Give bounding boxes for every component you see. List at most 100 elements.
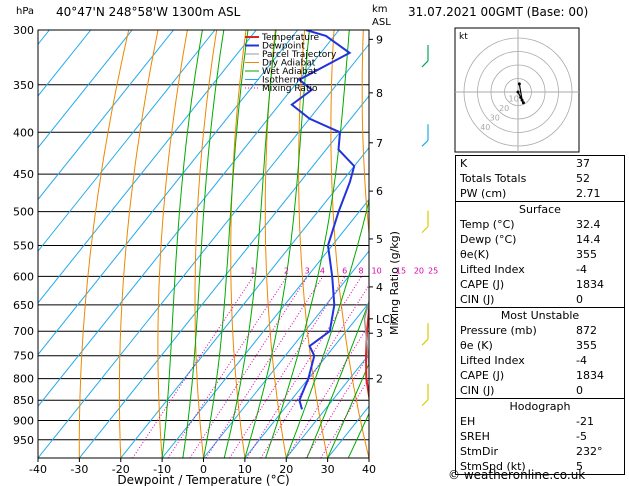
index-row: K 37 — [456, 156, 624, 171]
surface-label: θe(K) — [460, 248, 490, 261]
surface-row: Lifted Index -4 — [456, 262, 624, 277]
pressure-tick-label: 550 — [13, 239, 34, 252]
hodograph-value: 232° — [576, 445, 603, 458]
isotherm-line — [120, 146, 369, 458]
temperature-tick-label: -10 — [153, 463, 171, 476]
hodograph-point — [517, 82, 521, 86]
isotherm-line — [38, 30, 174, 201]
most-unstable-label: θe (K) — [460, 339, 493, 352]
hodograph-value: 5 — [576, 460, 583, 473]
pressure-tick-label: 750 — [13, 350, 34, 363]
wet-adiabat-line — [285, 198, 369, 458]
most-unstable-row: θe (K) 355 — [456, 338, 624, 353]
dry-adiabat-line — [393, 30, 452, 458]
hodograph-point — [519, 95, 523, 99]
surface-value: 0 — [576, 293, 583, 306]
isotherm-line — [161, 198, 369, 458]
dry-adiabat-line — [264, 30, 287, 458]
legend-label: Wet Adiabat — [262, 67, 317, 77]
temperature-profile — [364, 301, 369, 401]
index-row: PW (cm) 2.71 — [456, 186, 624, 201]
index-label: Totals Totals — [460, 172, 527, 185]
temperature-tick-label: 20 — [279, 463, 293, 476]
most-unstable-title: Most Unstable — [500, 309, 580, 322]
isotherm-line — [38, 30, 299, 356]
dry-adiabat-line — [157, 30, 188, 458]
dry-adiabat-line — [78, 30, 130, 458]
mixing-ratio-line — [260, 284, 369, 458]
most-unstable-value: 872 — [576, 324, 597, 337]
credit-text: © weatheronline.co.uk — [448, 468, 586, 482]
datetime-title: 31.07.2021 00GMT (Base: 00) — [408, 5, 589, 19]
most-unstable-value: -4 — [576, 354, 587, 367]
isotherm-line — [38, 30, 340, 408]
hodograph-ring-label: 30 — [490, 113, 500, 122]
isotherm-line — [38, 43, 369, 458]
most-unstable-value: 355 — [576, 339, 597, 352]
parcel-trajectory — [363, 298, 369, 373]
hodograph-unit: kt — [459, 32, 468, 42]
hodograph-label: StmDir — [460, 445, 499, 458]
plot-frame — [37, 29, 370, 459]
temperature-tick-label: 30 — [321, 463, 335, 476]
legend-label: Parcel Trajectory — [262, 50, 337, 60]
surface-title: Surface — [519, 203, 561, 216]
hodograph-ring-label: 10 — [509, 94, 519, 103]
y-axis-title: hPa — [16, 6, 34, 17]
mixing-ratio-line — [246, 276, 362, 458]
most-unstable-row: CAPE (J) 1834 — [456, 368, 624, 383]
hodograph-label: SREH — [460, 430, 490, 443]
surface-section: Surface Temp (°C) 32.4 Dewp (°C) 14.4 θe(K) 3… — [456, 201, 624, 307]
hodograph-point — [516, 90, 520, 94]
index-value: 52 — [576, 172, 590, 185]
mixing-ratio-tick-label: 2 — [284, 266, 289, 275]
wind-barb — [421, 338, 429, 346]
most-unstable-label: CIN (J) — [460, 384, 495, 397]
wind-barb — [421, 60, 429, 68]
most-unstable-value: 0 — [576, 384, 583, 397]
most-unstable-row: Pressure (mb) 872 — [456, 323, 624, 338]
hodograph-row: StmSpd (kt) 5 — [456, 459, 624, 474]
legend-label: Temperature — [261, 33, 319, 43]
index-value: 37 — [576, 157, 590, 170]
most-unstable-label: CAPE (J) — [460, 369, 505, 382]
hodograph-row: SREH -5 — [456, 429, 624, 444]
surface-row: CIN (J) 0 — [456, 292, 624, 307]
pressure-tick-label: 500 — [13, 206, 34, 219]
pressure-tick-label: 850 — [13, 394, 34, 407]
hodograph-value: -5 — [576, 430, 587, 443]
surface-value: 14.4 — [576, 233, 601, 246]
hodograph-ring-label: 20 — [499, 104, 509, 113]
hodograph-frame — [454, 27, 580, 153]
most-unstable-row: CIN (J) 0 — [456, 383, 624, 398]
index-value: 2.71 — [576, 187, 601, 200]
most-unstable-section: Most Unstable Pressure (mb) 872 θe (K) 355 L… — [456, 307, 624, 398]
indices-table: K 37 Totals Totals 52 PW (cm) 2.71 Surface Te… — [455, 155, 625, 475]
location-title: 40°47'N 248°58'W 1300m ASL — [56, 5, 241, 19]
wind-barb — [421, 399, 429, 407]
pressure-tick-label: 400 — [13, 126, 34, 139]
mixing-ratio-axis-title: Mixing Ratio (g/kg) — [388, 231, 401, 335]
surface-value: 32.4 — [576, 218, 601, 231]
dry-adiabat-line — [230, 30, 247, 458]
temperature-tick-label: 10 — [238, 463, 252, 476]
isotherm-line — [38, 30, 257, 304]
km-tick-label: 9 — [376, 33, 383, 46]
pressure-tick-label: 300 — [13, 24, 34, 37]
legend-label: Dry Adiabat — [262, 59, 316, 69]
pressure-tick-label: 650 — [13, 299, 34, 312]
pressure-tick-label: 900 — [13, 415, 34, 428]
mixing-ratio-line — [229, 276, 346, 458]
hodograph-point — [520, 98, 524, 102]
dry-adiabat-line — [361, 30, 369, 239]
surface-label: Lifted Index — [460, 263, 525, 276]
surface-row: θe(K) 355 — [456, 247, 624, 262]
surface-label: CAPE (J) — [460, 278, 505, 291]
pressure-tick-label: 800 — [13, 373, 34, 386]
index-row: Totals Totals 52 — [456, 171, 624, 186]
most-unstable-value: 1834 — [576, 369, 604, 382]
km-tick-label: 8 — [376, 87, 383, 100]
hodograph-value: -21 — [576, 415, 594, 428]
index-label: PW (cm) — [460, 187, 507, 200]
